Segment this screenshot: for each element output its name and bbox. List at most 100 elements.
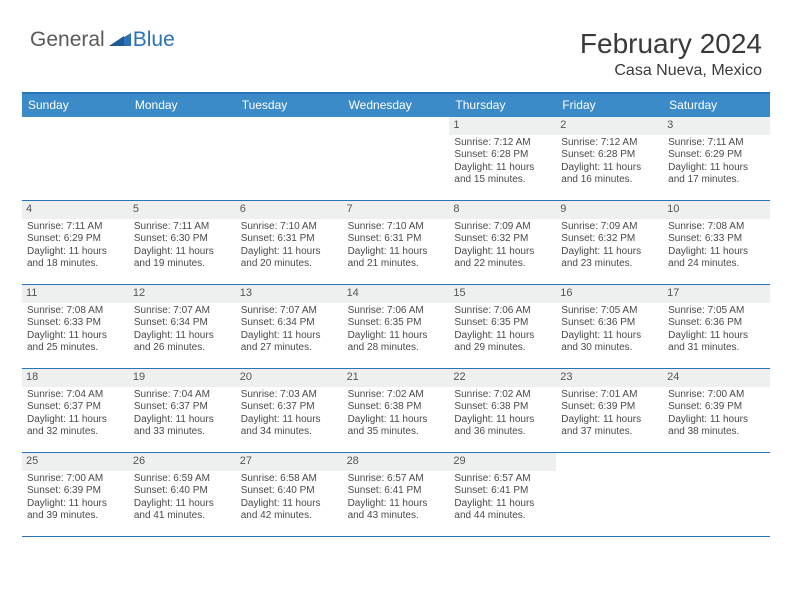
day-number: 11	[22, 285, 129, 303]
daylight1-text: Daylight: 11 hours	[668, 330, 765, 343]
daylight2-text: and 28 minutes.	[348, 342, 445, 355]
sunset-text: Sunset: 6:31 PM	[241, 233, 338, 246]
day-cell: 27Sunrise: 6:58 AMSunset: 6:40 PMDayligh…	[236, 453, 343, 536]
logo-text-general: General	[30, 28, 105, 52]
sunrise-text: Sunrise: 7:11 AM	[668, 137, 765, 150]
sunrise-text: Sunrise: 7:00 AM	[668, 389, 765, 402]
daylight2-text: and 34 minutes.	[241, 426, 338, 439]
day-number: 25	[22, 453, 129, 471]
day-cell: 19Sunrise: 7:04 AMSunset: 6:37 PMDayligh…	[129, 369, 236, 452]
sunrise-text: Sunrise: 7:00 AM	[27, 473, 124, 486]
daylight2-text: and 21 minutes.	[348, 258, 445, 271]
day-cell: 1Sunrise: 7:12 AMSunset: 6:28 PMDaylight…	[449, 117, 556, 200]
daylight2-text: and 25 minutes.	[27, 342, 124, 355]
daylight1-text: Daylight: 11 hours	[348, 414, 445, 427]
day-number: 4	[22, 201, 129, 219]
sunrise-text: Sunrise: 7:02 AM	[454, 389, 551, 402]
day-number: 24	[663, 369, 770, 387]
daylight2-text: and 36 minutes.	[454, 426, 551, 439]
day-cell: 4Sunrise: 7:11 AMSunset: 6:29 PMDaylight…	[22, 201, 129, 284]
day-cell	[236, 117, 343, 200]
dow-tue: Tuesday	[236, 94, 343, 117]
daylight1-text: Daylight: 11 hours	[561, 414, 658, 427]
sunset-text: Sunset: 6:40 PM	[241, 485, 338, 498]
sunset-text: Sunset: 6:37 PM	[134, 401, 231, 414]
logo: General Blue	[30, 28, 175, 52]
sunset-text: Sunset: 6:28 PM	[454, 149, 551, 162]
daylight2-text: and 35 minutes.	[348, 426, 445, 439]
day-number: 20	[236, 369, 343, 387]
week-row: 25Sunrise: 7:00 AMSunset: 6:39 PMDayligh…	[22, 453, 770, 537]
day-cell: 23Sunrise: 7:01 AMSunset: 6:39 PMDayligh…	[556, 369, 663, 452]
sunset-text: Sunset: 6:40 PM	[134, 485, 231, 498]
sunset-text: Sunset: 6:31 PM	[348, 233, 445, 246]
sunrise-text: Sunrise: 7:05 AM	[668, 305, 765, 318]
sunrise-text: Sunrise: 7:06 AM	[454, 305, 551, 318]
daylight2-text: and 17 minutes.	[668, 174, 765, 187]
day-number: 5	[129, 201, 236, 219]
day-number: 6	[236, 201, 343, 219]
day-cell: 7Sunrise: 7:10 AMSunset: 6:31 PMDaylight…	[343, 201, 450, 284]
month-title: February 2024	[580, 28, 762, 60]
day-cell	[343, 117, 450, 200]
sunrise-text: Sunrise: 7:04 AM	[27, 389, 124, 402]
day-number: 26	[129, 453, 236, 471]
day-cell: 6Sunrise: 7:10 AMSunset: 6:31 PMDaylight…	[236, 201, 343, 284]
sunset-text: Sunset: 6:34 PM	[241, 317, 338, 330]
sunset-text: Sunset: 6:36 PM	[561, 317, 658, 330]
day-cell: 2Sunrise: 7:12 AMSunset: 6:28 PMDaylight…	[556, 117, 663, 200]
day-of-week-row: Sunday Monday Tuesday Wednesday Thursday…	[22, 94, 770, 117]
day-cell	[22, 117, 129, 200]
day-number: 3	[663, 117, 770, 135]
day-number: 1	[449, 117, 556, 135]
dow-fri: Friday	[556, 94, 663, 117]
sunrise-text: Sunrise: 7:07 AM	[241, 305, 338, 318]
day-cell: 20Sunrise: 7:03 AMSunset: 6:37 PMDayligh…	[236, 369, 343, 452]
sunrise-text: Sunrise: 7:10 AM	[348, 221, 445, 234]
daylight2-text: and 19 minutes.	[134, 258, 231, 271]
sunrise-text: Sunrise: 7:05 AM	[561, 305, 658, 318]
sunset-text: Sunset: 6:39 PM	[668, 401, 765, 414]
sunset-text: Sunset: 6:38 PM	[348, 401, 445, 414]
sunrise-text: Sunrise: 7:12 AM	[454, 137, 551, 150]
daylight2-text: and 26 minutes.	[134, 342, 231, 355]
daylight2-text: and 41 minutes.	[134, 510, 231, 523]
day-cell: 18Sunrise: 7:04 AMSunset: 6:37 PMDayligh…	[22, 369, 129, 452]
sunset-text: Sunset: 6:39 PM	[561, 401, 658, 414]
dow-mon: Monday	[129, 94, 236, 117]
sunset-text: Sunset: 6:35 PM	[348, 317, 445, 330]
day-number: 28	[343, 453, 450, 471]
sunset-text: Sunset: 6:35 PM	[454, 317, 551, 330]
day-cell: 22Sunrise: 7:02 AMSunset: 6:38 PMDayligh…	[449, 369, 556, 452]
sunset-text: Sunset: 6:30 PM	[134, 233, 231, 246]
sunrise-text: Sunrise: 6:57 AM	[348, 473, 445, 486]
daylight1-text: Daylight: 11 hours	[241, 498, 338, 511]
daylight2-text: and 39 minutes.	[27, 510, 124, 523]
sunset-text: Sunset: 6:32 PM	[454, 233, 551, 246]
daylight2-text: and 16 minutes.	[561, 174, 658, 187]
daylight1-text: Daylight: 11 hours	[561, 246, 658, 259]
day-cell	[129, 117, 236, 200]
daylight2-text: and 43 minutes.	[348, 510, 445, 523]
day-cell: 28Sunrise: 6:57 AMSunset: 6:41 PMDayligh…	[343, 453, 450, 536]
day-cell: 15Sunrise: 7:06 AMSunset: 6:35 PMDayligh…	[449, 285, 556, 368]
sunrise-text: Sunrise: 6:57 AM	[454, 473, 551, 486]
day-cell: 14Sunrise: 7:06 AMSunset: 6:35 PMDayligh…	[343, 285, 450, 368]
daylight1-text: Daylight: 11 hours	[241, 246, 338, 259]
daylight1-text: Daylight: 11 hours	[454, 414, 551, 427]
daylight2-text: and 18 minutes.	[27, 258, 124, 271]
day-cell: 21Sunrise: 7:02 AMSunset: 6:38 PMDayligh…	[343, 369, 450, 452]
title-block: February 2024 Casa Nueva, Mexico	[580, 28, 762, 80]
daylight1-text: Daylight: 11 hours	[668, 414, 765, 427]
daylight2-text: and 38 minutes.	[668, 426, 765, 439]
sunrise-text: Sunrise: 7:01 AM	[561, 389, 658, 402]
daylight1-text: Daylight: 11 hours	[27, 246, 124, 259]
daylight1-text: Daylight: 11 hours	[134, 246, 231, 259]
day-cell: 26Sunrise: 6:59 AMSunset: 6:40 PMDayligh…	[129, 453, 236, 536]
sunrise-text: Sunrise: 7:11 AM	[27, 221, 124, 234]
daylight1-text: Daylight: 11 hours	[454, 498, 551, 511]
sunset-text: Sunset: 6:36 PM	[668, 317, 765, 330]
day-cell: 5Sunrise: 7:11 AMSunset: 6:30 PMDaylight…	[129, 201, 236, 284]
daylight1-text: Daylight: 11 hours	[668, 246, 765, 259]
calendar: Sunday Monday Tuesday Wednesday Thursday…	[22, 92, 770, 537]
